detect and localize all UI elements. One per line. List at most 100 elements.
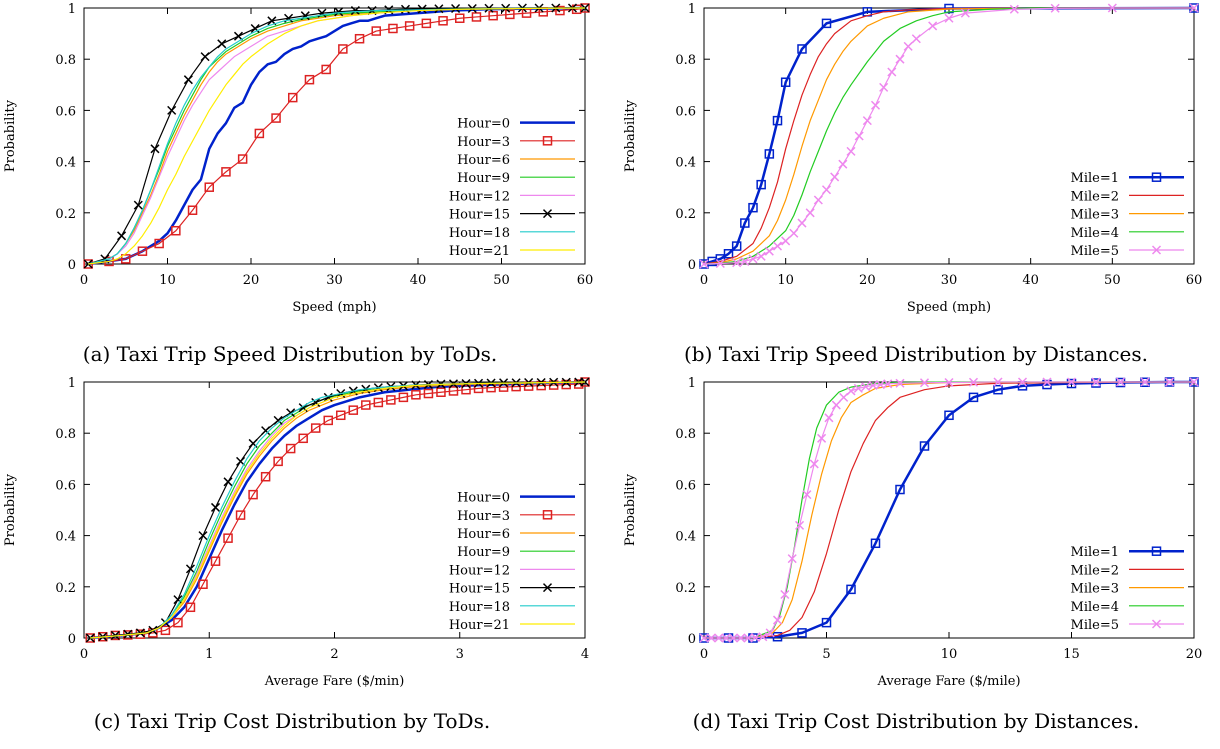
- y-tick-label: 0: [688, 258, 696, 273]
- data-point: [167, 105, 177, 115]
- data-point: [824, 413, 834, 423]
- y-tick-label: 1: [688, 376, 696, 391]
- x-axis-label: Speed (mph): [292, 300, 376, 315]
- legend-label: Hour=6: [457, 527, 510, 542]
- x-tick-label: 50: [493, 273, 510, 288]
- data-point: [732, 258, 742, 268]
- legend-marker: [542, 136, 553, 146]
- data-point: [117, 231, 127, 241]
- legend-marker: [1151, 245, 1162, 255]
- legend-label: Hour=15: [449, 208, 510, 223]
- data-point: [436, 387, 446, 397]
- data-point: [323, 415, 333, 426]
- figure-caption: (d) Taxi Trip Cost Distribution by Dista…: [693, 709, 1140, 733]
- legend-marker: [1151, 619, 1162, 629]
- series-line: [703, 7, 1194, 265]
- data-point: [968, 377, 979, 387]
- data-point: [223, 477, 233, 487]
- legend: Mile=1 Mile=2 Mile=3 Mile=4 Mile=5: [1071, 171, 1184, 259]
- data-point: [795, 520, 805, 530]
- data-point: [273, 415, 283, 425]
- series-line: [90, 381, 586, 639]
- legend-label: Hour=21: [449, 618, 510, 633]
- data-point: [388, 23, 398, 34]
- data-point: [968, 392, 979, 403]
- series-mile-3: [703, 7, 1194, 265]
- legend-label: Mile=5: [1071, 618, 1119, 633]
- y-tick-label: 0.8: [55, 53, 76, 68]
- series-mile-1: [699, 3, 1199, 269]
- series-line: [703, 7, 1194, 265]
- y-tick-label: 0: [688, 632, 696, 647]
- data-point: [200, 52, 210, 62]
- y-tick-label: 0.8: [55, 427, 76, 442]
- data-point: [853, 383, 863, 393]
- data-point: [1107, 3, 1117, 13]
- plot-frame: [703, 381, 1195, 639]
- data-point: [1189, 377, 1199, 387]
- series-line: [90, 381, 586, 639]
- data-point: [839, 392, 849, 402]
- data-point: [699, 633, 709, 643]
- data-point: [861, 382, 871, 392]
- data-point: [137, 246, 148, 256]
- data-point: [183, 75, 193, 85]
- series-mile-2: [703, 7, 1194, 265]
- series-line: [703, 7, 1194, 265]
- data-point: [334, 7, 344, 17]
- y-axis-label: Probability: [623, 99, 638, 172]
- y-tick-label: 0.2: [55, 581, 76, 596]
- data-point: [846, 146, 856, 156]
- legend-marker: [1151, 546, 1162, 556]
- legend-label: Hour=18: [449, 600, 510, 615]
- data-point: [919, 378, 930, 388]
- legend-label: Hour=9: [457, 171, 510, 186]
- data-point: [455, 13, 465, 23]
- data-point: [298, 433, 308, 444]
- data-point: [236, 456, 246, 466]
- data-point: [875, 380, 885, 390]
- data-point: [273, 456, 283, 467]
- data-point: [813, 195, 823, 205]
- data-point: [288, 92, 298, 103]
- data-point: [706, 633, 716, 643]
- series-hour-12: [88, 7, 586, 265]
- data-point: [173, 595, 183, 605]
- y-tick-label: 0.4: [55, 530, 76, 545]
- data-point: [944, 410, 954, 421]
- data-point: [748, 202, 758, 213]
- y-tick-label: 0.8: [675, 427, 696, 442]
- data-point: [895, 484, 905, 495]
- data-point: [338, 44, 348, 54]
- y-tick-label: 0.8: [675, 53, 696, 68]
- x-axis-label: Average Fare ($/mile): [876, 674, 1020, 689]
- data-point: [1115, 377, 1126, 387]
- data-point: [448, 386, 459, 396]
- data-point: [371, 26, 381, 36]
- series-hour-18: [90, 381, 586, 639]
- series-mile-5: [699, 377, 1199, 643]
- data-point: [223, 533, 233, 543]
- data-point: [789, 228, 799, 238]
- series-hour-18: [88, 7, 586, 265]
- data-point: [304, 74, 315, 85]
- data-point: [764, 246, 774, 256]
- data-point: [887, 67, 897, 77]
- data-point: [548, 380, 559, 390]
- data-point: [740, 256, 750, 266]
- legend-label: Mile=2: [1071, 189, 1119, 204]
- legend: Hour=0 Hour=3 Hour=6 Hour=9 Hour=12 Hour=15 Ho…: [449, 491, 575, 633]
- data-point: [772, 241, 783, 251]
- data-point: [883, 379, 893, 389]
- series-hour-0: [88, 6, 586, 266]
- data-point: [233, 31, 244, 41]
- x-axis-label: Speed (mph): [907, 300, 991, 315]
- legend-marker: [1151, 172, 1162, 182]
- data-point: [321, 64, 331, 75]
- x-tick-label: 60: [577, 273, 594, 288]
- y-tick-label: 0.2: [675, 207, 696, 222]
- data-point: [133, 200, 143, 210]
- chart-panel-d: 0 5 10 15 20 0 0.2 0.4 0.6 0.8 1 Average Fare ($/mi…: [623, 376, 1202, 733]
- series-line: [90, 381, 585, 639]
